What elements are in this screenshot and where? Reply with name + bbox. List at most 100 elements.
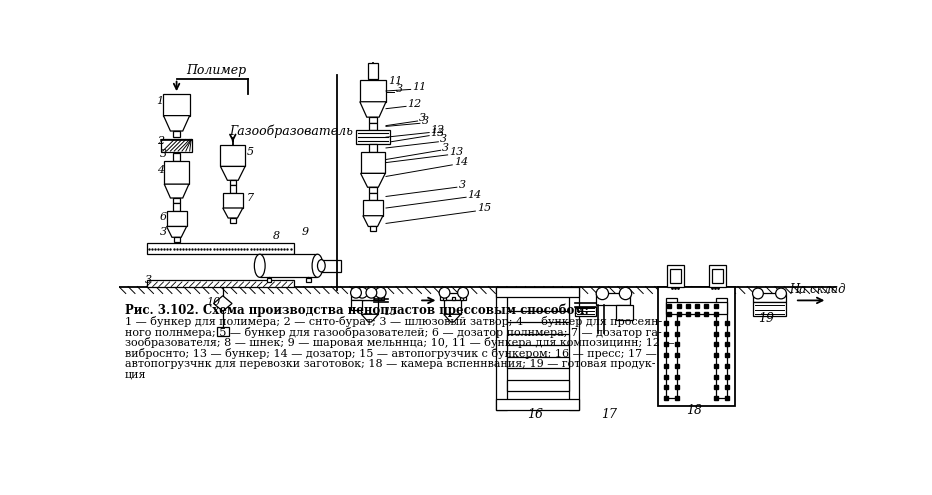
Bar [369,144,377,152]
Text: 3: 3 [159,148,167,159]
Text: 4: 4 [157,165,164,175]
Polygon shape [223,208,243,218]
Bar [362,300,378,314]
Text: 3: 3 [419,113,426,123]
Polygon shape [362,314,378,322]
Text: 19: 19 [758,312,774,325]
Bar [665,302,727,313]
Text: 3: 3 [459,180,465,190]
Bar [452,297,456,300]
Bar [368,63,377,79]
Text: 3: 3 [442,143,449,152]
Bar [221,145,245,166]
Bar [443,297,446,300]
Bar [665,298,677,398]
Circle shape [775,288,787,299]
Bar [260,254,318,277]
Text: 14: 14 [454,157,468,167]
Circle shape [596,287,609,299]
Text: 3: 3 [159,227,167,237]
Bar [172,198,181,203]
Bar [596,294,630,305]
Text: Полимер: Полимер [186,64,247,77]
Bar [753,294,786,302]
Bar [161,139,192,152]
Bar [172,131,181,137]
Text: 3: 3 [145,275,152,285]
Bar [507,334,569,345]
Text: 3: 3 [440,134,447,144]
Bar [322,259,340,272]
Bar [369,117,377,123]
Polygon shape [444,314,460,322]
Bar [370,297,373,300]
Bar [216,327,229,336]
Polygon shape [213,296,232,311]
Bar [146,280,295,287]
Text: 5: 5 [247,147,254,157]
Bar [712,269,722,283]
Text: виброснто; 13 — бункер; 14 — дозатор; 15 — автопогрузчик с бункером; 16 — пресс;: виброснто; 13 — бункер; 14 — дозатор; 15… [125,348,657,359]
Bar [306,278,310,282]
Text: 11: 11 [412,82,427,92]
Bar [670,269,681,283]
Circle shape [357,287,367,298]
Bar [356,130,390,144]
Text: Газообразователь: Газообразователь [229,124,353,138]
Bar [361,152,385,173]
Bar [267,278,271,282]
Text: 18: 18 [686,404,702,417]
Bar [507,311,569,322]
Text: 3: 3 [396,84,404,94]
Text: 12: 12 [431,125,445,135]
Bar [658,287,734,406]
Text: 1 — бункер для полимера; 2 — снто-бурат; 3 — шлюзовый затвор; 4 — бункер для про: 1 — бункер для полимера; 2 — снто-бурат;… [125,316,663,327]
Text: ного полнмера; 5 — бункер для газообразователей; 6 — дозатор полнмера; 7 — дозат: ного полнмера; 5 — бункер для газообразо… [125,327,662,338]
Text: 17: 17 [601,407,617,421]
Polygon shape [164,184,189,198]
Text: 1: 1 [157,97,164,106]
Bar [369,193,377,200]
Circle shape [620,287,632,299]
Bar [370,227,376,231]
Text: Рис. 3.102. Схема производства пенопластов прессовым способом:: Рис. 3.102. Схема производства пенопласт… [125,303,589,317]
Bar [440,293,466,300]
Text: 13: 13 [449,147,463,157]
Text: 8: 8 [273,231,280,241]
Polygon shape [360,102,386,117]
Bar [369,187,377,193]
Bar [163,94,190,116]
Bar [667,265,684,287]
Bar [377,297,380,300]
Ellipse shape [312,254,322,277]
Bar [708,265,726,287]
Text: 2: 2 [157,136,164,146]
Text: автопогрузчнк для перевозки заготовок; 18 — камера вспеннвания; 19 — готовая про: автопогрузчнк для перевозки заготовок; 1… [125,359,655,369]
Polygon shape [221,166,245,180]
Bar [363,200,383,216]
Text: 11: 11 [389,76,403,86]
Bar [507,381,569,391]
Bar [360,80,386,102]
Circle shape [366,287,377,298]
Text: 7: 7 [247,194,254,203]
Bar [569,287,580,410]
Text: ция: ция [125,370,146,380]
Bar [173,237,180,242]
Bar [369,123,377,130]
Circle shape [458,287,469,298]
Bar [229,218,236,223]
Circle shape [350,287,362,298]
Text: 15: 15 [477,203,491,213]
Text: 3: 3 [421,116,429,126]
Text: 14: 14 [468,190,482,199]
Bar [716,298,727,398]
Bar [229,185,236,193]
Bar [496,287,507,410]
Bar [575,306,596,316]
Text: 6: 6 [159,212,167,222]
Bar [172,153,181,161]
Circle shape [439,287,450,298]
Bar [164,161,189,184]
Bar [351,293,375,300]
